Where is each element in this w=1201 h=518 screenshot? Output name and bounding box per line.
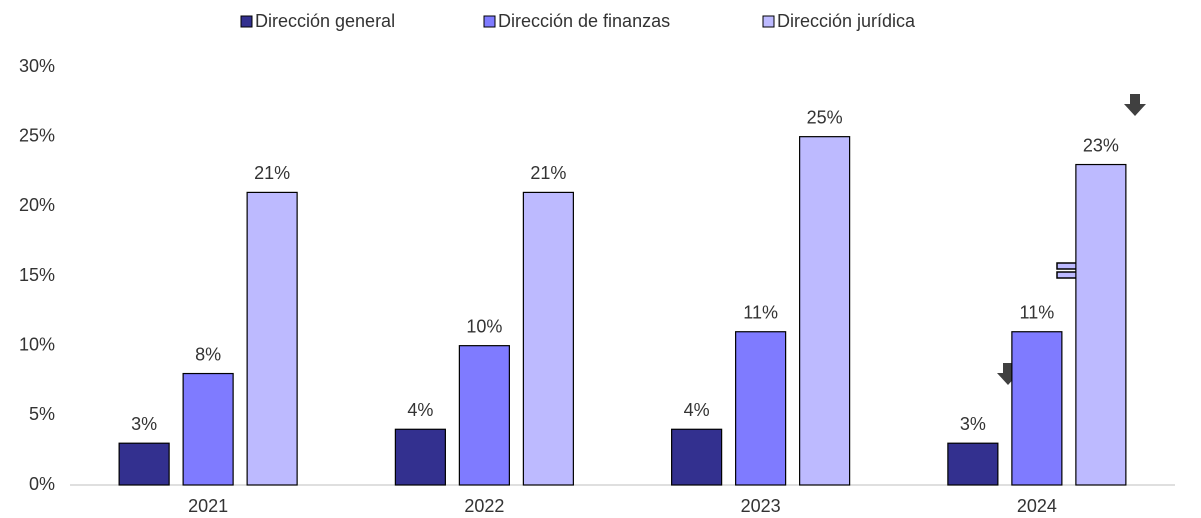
bar <box>735 331 787 486</box>
bar <box>118 442 170 486</box>
y-tick-label: 25% <box>19 125 55 145</box>
bar <box>799 136 851 486</box>
bar <box>522 191 574 486</box>
down-arrow-icon <box>997 363 1019 385</box>
bar <box>246 191 298 486</box>
data-label: 21% <box>530 163 566 183</box>
bar <box>1011 331 1063 486</box>
y-tick-label: 30% <box>19 56 55 76</box>
legend-swatch <box>240 15 253 28</box>
y-tick-label: 0% <box>29 474 55 494</box>
data-label: 23% <box>1083 135 1119 155</box>
y-tick-label: 20% <box>19 195 55 215</box>
legend-label: Dirección de finanzas <box>498 11 670 31</box>
data-label: 10% <box>466 316 502 336</box>
legend-label: Dirección jurídica <box>777 11 916 31</box>
data-label: 11% <box>1020 302 1055 322</box>
y-tick-label: 10% <box>19 334 55 354</box>
data-label: 3% <box>960 414 986 434</box>
x-tick-label: 2023 <box>741 496 781 516</box>
x-tick-label: 2022 <box>464 496 504 516</box>
data-label: 4% <box>407 400 433 420</box>
data-label: 11% <box>743 302 778 322</box>
y-tick-label: 5% <box>29 404 55 424</box>
legend-swatch <box>762 15 775 28</box>
y-tick-label: 15% <box>19 265 55 285</box>
bar <box>671 428 723 486</box>
bar <box>458 345 510 486</box>
data-label: 25% <box>807 107 843 127</box>
data-label: 21% <box>254 163 290 183</box>
down-arrow-icon <box>1124 94 1146 116</box>
legend-swatch <box>483 15 496 28</box>
x-tick-label: 2024 <box>1017 496 1057 516</box>
legend-label: Dirección general <box>255 11 395 31</box>
bar <box>1075 163 1127 486</box>
bar <box>182 372 234 486</box>
x-tick-label: 2021 <box>188 496 228 516</box>
data-label: 8% <box>195 344 221 364</box>
data-label: 4% <box>684 400 710 420</box>
bar <box>947 442 999 486</box>
bar <box>394 428 446 486</box>
data-label: 3% <box>131 414 157 434</box>
